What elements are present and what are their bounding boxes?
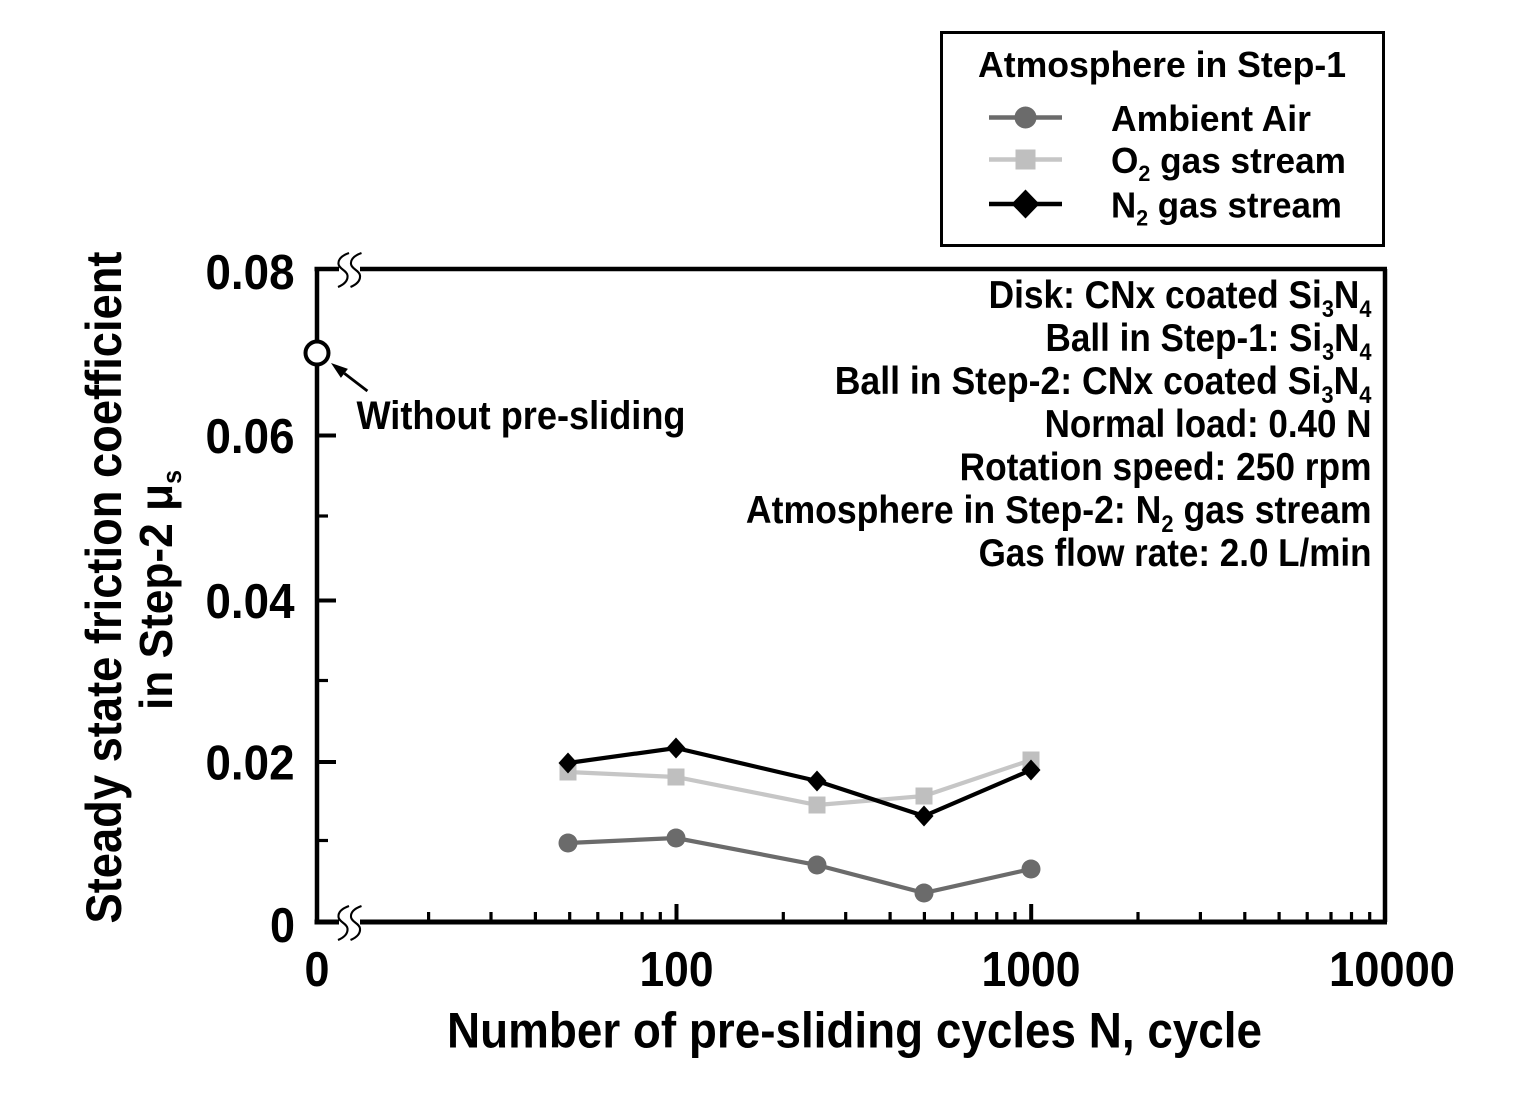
- svg-text:Ambient Air: Ambient Air: [1111, 99, 1311, 139]
- svg-text:10000: 10000: [1329, 943, 1455, 997]
- svg-text:N2 gas stream: N2 gas stream: [1111, 185, 1342, 231]
- svg-text:in Step-2 μs: in Step-2 μs: [130, 470, 187, 710]
- svg-text:0.04: 0.04: [206, 575, 295, 629]
- svg-text:Steady state friction coeffici: Steady state friction coefficient: [76, 251, 132, 923]
- svg-text:Without pre-sliding: Without pre-sliding: [357, 394, 686, 438]
- svg-text:0: 0: [270, 899, 295, 953]
- svg-text:Atmosphere in Step-2: N2 gas s: Atmosphere in Step-2: N2 gas stream: [746, 488, 1372, 538]
- svg-text:1000: 1000: [982, 943, 1081, 997]
- svg-text:O2 gas stream: O2 gas stream: [1111, 141, 1346, 186]
- svg-text:0.06: 0.06: [206, 410, 295, 464]
- svg-text:0: 0: [305, 943, 330, 997]
- svg-text:Ball in Step-2: CNx coated Si3: Ball in Step-2: CNx coated Si3N4: [835, 358, 1372, 408]
- svg-text:100: 100: [640, 943, 714, 997]
- svg-text:Rotation speed: 250 rpm: Rotation speed: 250 rpm: [960, 444, 1372, 488]
- svg-text:Ball in Step-1: Si3N4: Ball in Step-1: Si3N4: [1046, 315, 1372, 365]
- svg-text:Normal load: 0.40 N: Normal load: 0.40 N: [1045, 401, 1372, 445]
- svg-text:0.02: 0.02: [206, 737, 295, 791]
- svg-text:Number of pre-sliding cycles N: Number of pre-sliding cycles N, cycle: [447, 1003, 1262, 1059]
- svg-text:0.08: 0.08: [206, 246, 295, 300]
- svg-text:Atmosphere in Step-1: Atmosphere in Step-1: [978, 44, 1346, 85]
- svg-text:Disk: CNx coated Si3N4: Disk: CNx coated Si3N4: [989, 272, 1372, 322]
- svg-text:Gas flow rate: 2.0 L/min: Gas flow rate: 2.0 L/min: [979, 530, 1372, 574]
